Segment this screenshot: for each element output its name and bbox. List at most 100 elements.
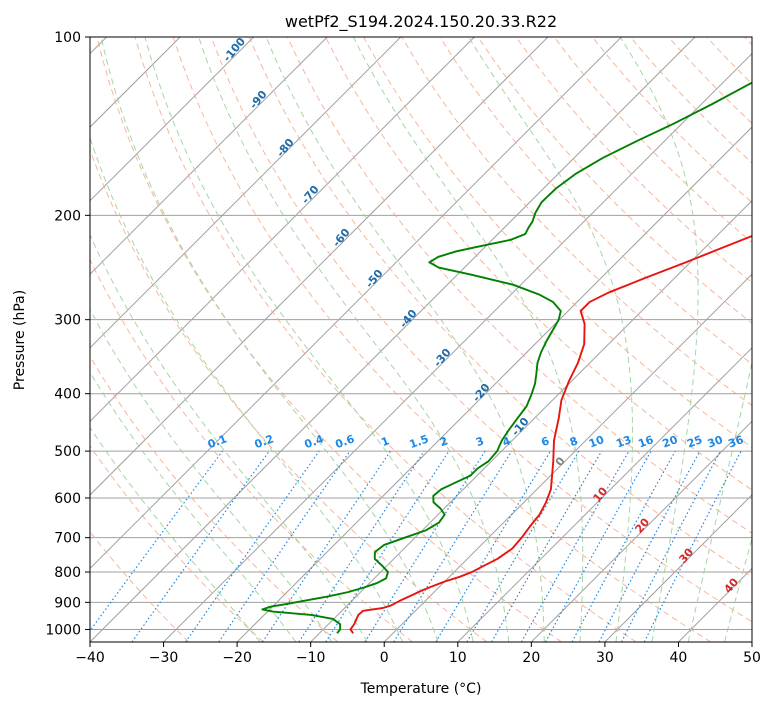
mixing-ratio-label: 3	[474, 434, 486, 449]
mixing-ratio-label: 16	[636, 433, 655, 451]
dry-adiabat	[90, 531, 190, 642]
x-tick-label: −40	[75, 650, 105, 666]
x-tick-label: 10	[449, 650, 467, 666]
isotherm--80	[90, 37, 402, 349]
isotherm--40	[90, 37, 696, 642]
y-tick-label: 600	[54, 491, 81, 507]
isotherm--90	[90, 37, 328, 275]
temperature-line	[349, 235, 752, 634]
isotherm-label: -30	[431, 346, 454, 370]
plot-frame	[89, 36, 753, 643]
mixing-ratio-line	[325, 450, 450, 642]
x-axis-label: Temperature (°C)	[360, 681, 482, 697]
y-tick-label: 800	[54, 565, 81, 581]
grid-layer	[90, 37, 752, 642]
mixing-ratio-label: 25	[685, 433, 704, 450]
y-axis-label: Pressure (hPa)	[12, 290, 28, 390]
isotherm--100	[90, 37, 255, 202]
isotherm-label: -70	[299, 183, 322, 207]
mixing-ratio-line	[571, 450, 676, 642]
moist-adiabat	[619, 37, 699, 642]
chart-title: wetPf2_S194.2024.150.20.33.R22	[285, 12, 557, 32]
axes: −40 −30 −20 −10 0 10 20 30 40 5010020030040050060…	[45, 30, 761, 666]
isotherm-10	[457, 347, 752, 642]
isotherm-label: -40	[397, 307, 420, 331]
moist-adiabat-label: 20	[632, 515, 652, 535]
dewpoint-line	[261, 81, 752, 634]
mixing-ratio-line	[643, 450, 742, 642]
dry-adiabat	[134, 37, 637, 642]
dry-adiabat	[90, 445, 264, 642]
mixing-ratio-label: 10	[587, 433, 606, 451]
y-tick-label: 700	[54, 531, 81, 547]
isotherm-label: -100	[220, 35, 248, 65]
mixing-ratio-label: 8	[568, 434, 580, 449]
isotherm-30	[604, 494, 752, 642]
mixing-ratio-label: 0.1	[206, 432, 229, 451]
dry-adiabat	[90, 258, 413, 642]
y-tick-label: 500	[54, 444, 81, 460]
dry-adiabat	[744, 37, 752, 46]
y-tick-label: 900	[54, 595, 81, 611]
x-tick-label: 50	[743, 650, 761, 666]
moist-adiabat	[90, 426, 261, 642]
mixing-ratio-label: 20	[661, 433, 680, 451]
y-tick-label: 400	[54, 387, 81, 403]
moist-adiabat	[724, 536, 752, 642]
isotherm-label: -50	[363, 267, 386, 291]
mixing-ratio-label: 1.5	[408, 432, 431, 451]
mixing-ratio-label: 0.2	[253, 432, 276, 451]
dry-adiabat	[706, 37, 752, 85]
isotherm--30	[163, 52, 752, 642]
isotherm-label: -20	[470, 381, 493, 405]
x-tick-label: 40	[670, 650, 688, 666]
x-tick-label: 30	[596, 650, 614, 666]
mixing-ratio-line	[90, 450, 223, 632]
moist-adiabat	[100, 37, 439, 642]
dry-adiabat	[286, 37, 752, 534]
dry-adiabat	[629, 37, 752, 164]
moist-adiabat-label: 0	[553, 454, 568, 468]
dry-adiabat	[90, 148, 488, 642]
mixing-ratio-label: 4	[501, 434, 513, 449]
isotherm-20	[530, 420, 752, 642]
dry-adiabat	[515, 37, 752, 284]
isotherm-40	[678, 567, 752, 642]
isotherm-0	[383, 273, 752, 642]
dry-adiabat	[210, 37, 752, 623]
y-tick-label: 300	[54, 313, 81, 329]
y-tick-label: 1000	[45, 622, 81, 638]
dry-adiabat	[439, 37, 752, 365]
moist-adiabat	[90, 136, 404, 642]
moist-adiabat-label: 30	[676, 545, 696, 565]
moist-adiabat-label: 40	[721, 575, 741, 595]
y-tick-label: 100	[54, 30, 81, 46]
isotherm--60	[90, 37, 549, 496]
mixing-ratio-line	[262, 450, 392, 642]
isotherm-label: -80	[274, 136, 297, 160]
isotherm-label: -60	[330, 226, 353, 250]
mixing-ratio-label: 0.4	[303, 432, 326, 451]
mixing-ratio-label: 2	[438, 434, 450, 449]
dry-adiabat	[325, 37, 752, 491]
moist-adiabat	[90, 308, 333, 642]
x-tick-label: 0	[380, 650, 389, 666]
dry-adiabat	[90, 355, 339, 642]
dry-adiabat	[96, 37, 562, 642]
moist-adiabat	[687, 360, 752, 642]
moist-adiabat	[352, 37, 584, 642]
mixing-ratio-label: 1	[380, 434, 392, 449]
isotherm--20	[236, 126, 752, 642]
isotherm-label: -10	[509, 415, 532, 439]
x-tick-label: −20	[222, 650, 252, 666]
x-tick-label: −10	[296, 650, 326, 666]
mixing-ratio-line	[520, 450, 630, 642]
isotherm-50	[751, 641, 752, 642]
moist-adiabat	[90, 233, 368, 642]
dry-adiabat	[172, 37, 712, 642]
x-tick-label: −30	[149, 650, 179, 666]
mixing-ratio-line	[218, 450, 351, 642]
isotherm-label: -90	[247, 88, 270, 112]
mixing-ratio-line	[435, 450, 551, 642]
